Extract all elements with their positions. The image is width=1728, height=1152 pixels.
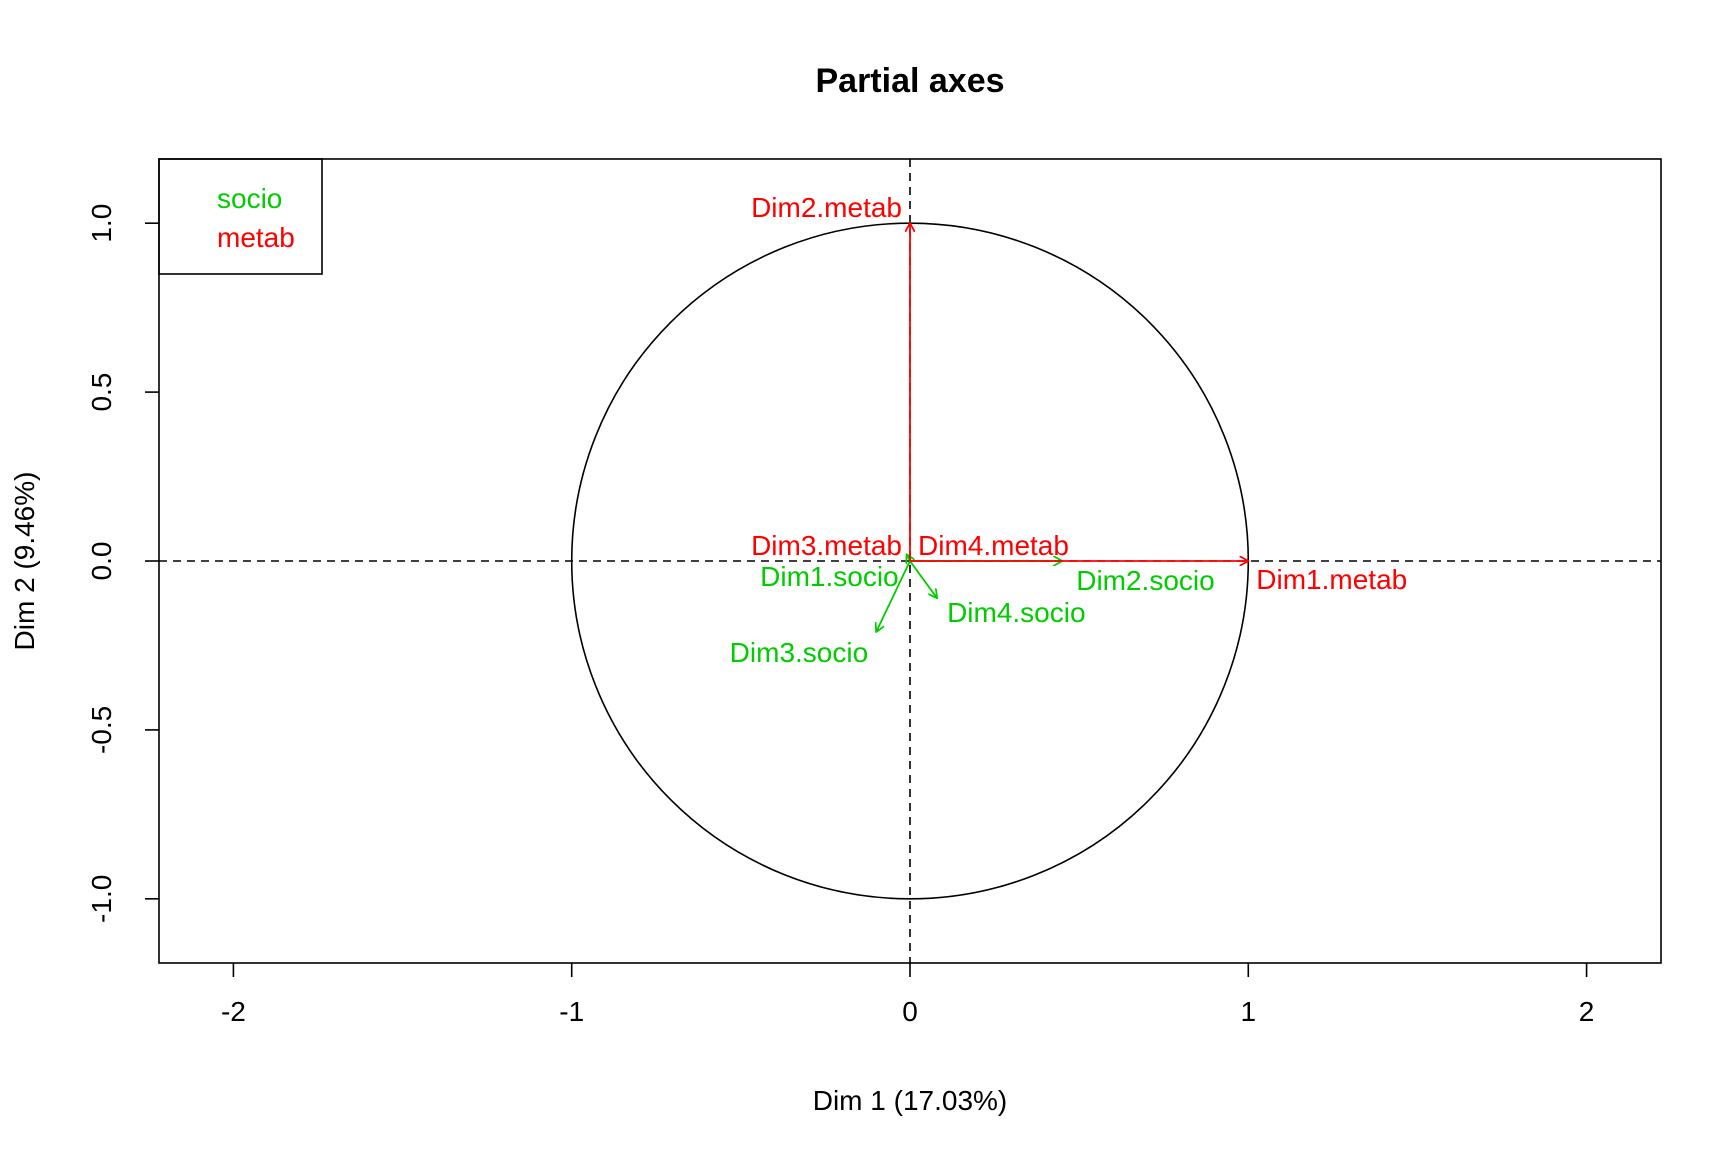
x-tick-label: -1: [559, 996, 584, 1027]
y-tick-label: 0.0: [86, 542, 117, 581]
vector-label: Dim1.socio: [760, 561, 898, 592]
x-tick-label: 0: [902, 996, 918, 1027]
vector-arrow: [876, 560, 911, 632]
y-tick-label: -0.5: [86, 706, 117, 754]
chart-title: Partial axes: [815, 62, 1004, 100]
x-tick-label: 2: [1579, 996, 1595, 1027]
vector-label: Dim2.metab: [751, 192, 902, 223]
vector-arrow: [909, 560, 937, 598]
x-tick-label: -2: [221, 996, 246, 1027]
vector-label: Dim3.socio: [730, 637, 868, 668]
x-tick-label: 1: [1240, 996, 1256, 1027]
x-axis-title: Dim 1 (17.03%): [813, 1085, 1008, 1116]
y-axis-title: Dim 2 (9.46%): [9, 472, 40, 651]
y-tick-label: 0.5: [86, 373, 117, 412]
legend-entry-metab: metab: [217, 222, 295, 253]
y-tick-label: -1.0: [86, 875, 117, 923]
legend-entry-socio: socio: [217, 183, 282, 214]
vector-label: Dim4.socio: [947, 597, 1085, 628]
y-tick-label: 1.0: [86, 204, 117, 243]
legend: socio metab: [158, 158, 323, 275]
plot-area: -2 -1 0 1 2 -1.0 -0.5 0.0 0.5 1.0 Dim1.socio Dim2.s…: [86, 158, 1662, 1027]
vector-label: Dim1.metab: [1256, 564, 1407, 595]
vector-label: Dim3.metab: [751, 530, 902, 561]
legend-box: [158, 158, 323, 275]
vector-label: Dim4.metab: [918, 530, 1069, 561]
vector-label: Dim2.socio: [1076, 565, 1214, 596]
